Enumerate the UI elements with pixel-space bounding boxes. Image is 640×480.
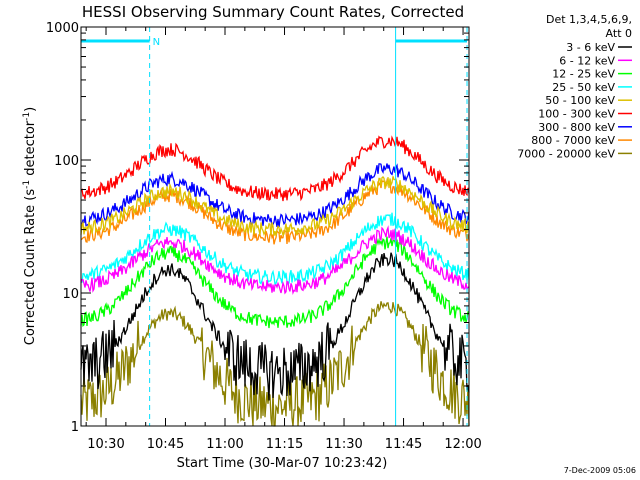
series-line-4: [80, 175, 470, 237]
timestamp: 7-Dec-2009 05:06: [564, 466, 636, 475]
y-axis-label: Corrected Count Rate (s-1 detector-1): [22, 107, 38, 345]
series-line-0: [80, 252, 470, 401]
series-layer: [80, 135, 470, 427]
x-axis-label: Start Time (30-Mar-07 10:23:42): [177, 456, 388, 471]
legend-label-5: 100 - 300 keV: [538, 108, 615, 121]
series-line-7: [80, 177, 470, 245]
legend-label-1: 6 - 12 keV: [559, 54, 615, 67]
y-tick-label-0: 1: [71, 420, 79, 435]
legend-header-line-1: Det 1,3,4,5,6,9,: [546, 13, 632, 26]
x-tick-label-6: 12:00: [444, 437, 481, 452]
series-line-5: [80, 135, 470, 202]
series-line-1: [80, 225, 470, 296]
legend-label-6: 300 - 800 keV: [538, 121, 615, 134]
saa-label: N: [153, 37, 160, 48]
x-tick-label-5: 11:45: [385, 437, 422, 452]
legend-label-7: 800 - 7000 keV: [531, 134, 615, 147]
y-tick-label-2: 100: [54, 154, 79, 169]
x-tick-label-2: 11:00: [206, 437, 243, 452]
legend-label-3: 25 - 50 keV: [552, 81, 615, 94]
legend-header-line-2: Att 0: [606, 27, 632, 40]
y-tick-label-3: 1000: [46, 21, 79, 36]
chart-title: HESSI Observing Summary Count Rates, Cor…: [82, 3, 464, 21]
legend-label-8: 7000 - 20000 keV: [517, 147, 615, 160]
x-tick-label-0: 10:30: [87, 437, 124, 452]
series-line-2: [80, 236, 470, 329]
legend-label-2: 12 - 25 keV: [552, 68, 615, 81]
series-line-3: [80, 212, 470, 286]
plot-frame: [80, 26, 470, 427]
x-tick-label-4: 11:30: [325, 437, 362, 452]
y-tick-label-1: 10: [62, 287, 79, 302]
legend-label-0: 3 - 6 keV: [566, 41, 615, 54]
axis-layer: 10:30 10:45 11:00 11:15 11:30 11:45 12:00 1 10 10…: [46, 21, 482, 452]
legend-label-4: 50 - 100 keV: [545, 94, 615, 107]
x-tick-label-3: 11:15: [266, 437, 303, 452]
series-line-6: [80, 163, 470, 229]
x-tick-label-1: 10:45: [147, 437, 184, 452]
